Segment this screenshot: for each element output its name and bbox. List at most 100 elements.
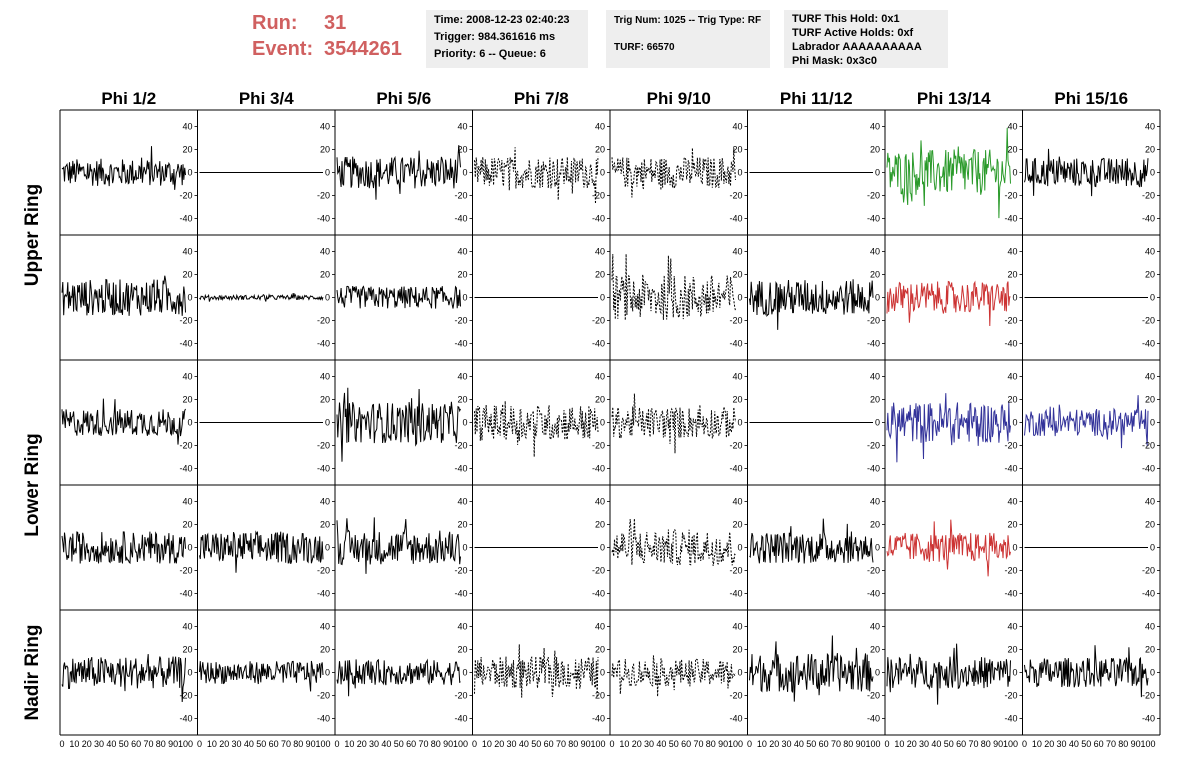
waveform-trace xyxy=(611,518,736,566)
x-tick-label: 60 xyxy=(406,739,416,749)
x-tick-label: 100 xyxy=(1003,739,1018,749)
x-tick-label: 30 xyxy=(369,739,379,749)
x-tick-label: 20 xyxy=(82,739,92,749)
y-tick-label: 20 xyxy=(595,395,605,405)
y-tick-label: 20 xyxy=(870,645,880,655)
x-tick-label: 90 xyxy=(1131,739,1141,749)
y-tick-label: -20 xyxy=(1142,316,1155,326)
y-tick-label: 20 xyxy=(457,395,467,405)
column-header: Phi 5/6 xyxy=(376,89,431,108)
y-tick-label: -20 xyxy=(454,441,467,451)
y-tick-label: -40 xyxy=(1004,464,1017,474)
y-tick-label: 20 xyxy=(320,270,330,280)
y-tick-label: 40 xyxy=(732,247,742,257)
y-tick-label: 40 xyxy=(182,622,192,632)
y-tick-label: 20 xyxy=(595,270,605,280)
x-tick-label: 80 xyxy=(706,739,716,749)
x-tick-label: 30 xyxy=(644,739,654,749)
y-tick-label: -20 xyxy=(454,191,467,201)
x-tick-label: 40 xyxy=(244,739,254,749)
y-tick-label: 0 xyxy=(875,418,880,428)
y-tick-label: 40 xyxy=(595,247,605,257)
x-tick-label: 40 xyxy=(1069,739,1079,749)
x-tick-label: 90 xyxy=(581,739,591,749)
y-tick-label: 40 xyxy=(1145,122,1155,132)
x-tick-label: 10 xyxy=(1032,739,1042,749)
y-tick-label: 0 xyxy=(600,668,605,678)
y-tick-label: 0 xyxy=(737,418,742,428)
x-tick-label: 100 xyxy=(728,739,743,749)
waveform-trace xyxy=(61,654,186,703)
y-tick-label: 40 xyxy=(870,622,880,632)
y-tick-label: 0 xyxy=(1012,418,1017,428)
y-tick-label: 20 xyxy=(457,520,467,530)
x-tick-label: 90 xyxy=(993,739,1003,749)
x-tick-label: 90 xyxy=(718,739,728,749)
y-tick-label: -40 xyxy=(179,214,192,224)
waveform-trace xyxy=(474,644,599,698)
y-tick-label: -40 xyxy=(1004,589,1017,599)
x-tick-label: 20 xyxy=(632,739,642,749)
y-tick-label: 40 xyxy=(1145,247,1155,257)
y-tick-label: -20 xyxy=(867,316,880,326)
y-tick-label: 0 xyxy=(325,293,330,303)
y-tick-label: -20 xyxy=(179,691,192,701)
x-tick-label: 70 xyxy=(418,739,428,749)
y-tick-label: 0 xyxy=(600,293,605,303)
y-tick-label: 40 xyxy=(457,497,467,507)
waveform-trace xyxy=(61,275,186,316)
x-tick-label: 50 xyxy=(394,739,404,749)
y-tick-label: 0 xyxy=(875,668,880,678)
x-tick-label: 20 xyxy=(357,739,367,749)
x-tick-label: 70 xyxy=(556,739,566,749)
x-tick-label: 0 xyxy=(609,739,614,749)
x-tick-label: 60 xyxy=(819,739,829,749)
y-tick-label: -20 xyxy=(179,191,192,201)
y-tick-label: -40 xyxy=(729,464,742,474)
ring-label: Upper Ring xyxy=(22,184,43,286)
y-tick-label: 40 xyxy=(1145,497,1155,507)
waveform-trace xyxy=(61,398,186,445)
y-tick-label: 40 xyxy=(1007,497,1017,507)
y-tick-label: 40 xyxy=(595,622,605,632)
y-tick-label: -40 xyxy=(317,714,330,724)
x-tick-label: 40 xyxy=(656,739,666,749)
y-tick-label: -40 xyxy=(1142,589,1155,599)
x-tick-label: 80 xyxy=(843,739,853,749)
waveform-trace xyxy=(336,285,461,309)
turf-active-text: TURF Active Holds: 0xf xyxy=(792,27,914,39)
x-tick-label: 0 xyxy=(59,739,64,749)
y-tick-label: -20 xyxy=(729,191,742,201)
x-tick-label: 20 xyxy=(219,739,229,749)
x-tick-label: 0 xyxy=(334,739,339,749)
turf-hold-text: TURF This Hold: 0x1 xyxy=(792,13,900,25)
column-header: Phi 13/14 xyxy=(917,89,991,108)
y-tick-label: 0 xyxy=(875,293,880,303)
y-tick-label: -40 xyxy=(592,339,605,349)
y-tick-label: -40 xyxy=(729,339,742,349)
time-info-box: Time: 2008-12-23 02:40:23 Trigger: 984.3… xyxy=(426,10,588,68)
y-tick-label: 0 xyxy=(1150,668,1155,678)
y-tick-label: 20 xyxy=(182,520,192,530)
waveform-trace xyxy=(749,518,874,564)
y-tick-label: 20 xyxy=(320,520,330,530)
y-tick-label: 0 xyxy=(600,418,605,428)
x-tick-label: 10 xyxy=(619,739,629,749)
x-tick-label: 100 xyxy=(453,739,468,749)
y-tick-label: 0 xyxy=(325,168,330,178)
y-tick-label: -40 xyxy=(454,464,467,474)
y-tick-label: -20 xyxy=(454,691,467,701)
x-tick-label: 0 xyxy=(884,739,889,749)
y-tick-label: -40 xyxy=(867,714,880,724)
run-value: 31 xyxy=(324,12,347,34)
y-tick-label: -20 xyxy=(1142,566,1155,576)
x-tick-label: 80 xyxy=(156,739,166,749)
y-tick-label: 40 xyxy=(320,372,330,382)
column-header: Phi 11/12 xyxy=(780,89,853,108)
x-tick-label: 0 xyxy=(197,739,202,749)
y-tick-label: -20 xyxy=(729,441,742,451)
y-tick-label: -40 xyxy=(454,589,467,599)
y-tick-label: 20 xyxy=(870,520,880,530)
y-tick-label: 20 xyxy=(182,270,192,280)
y-tick-label: -40 xyxy=(592,589,605,599)
